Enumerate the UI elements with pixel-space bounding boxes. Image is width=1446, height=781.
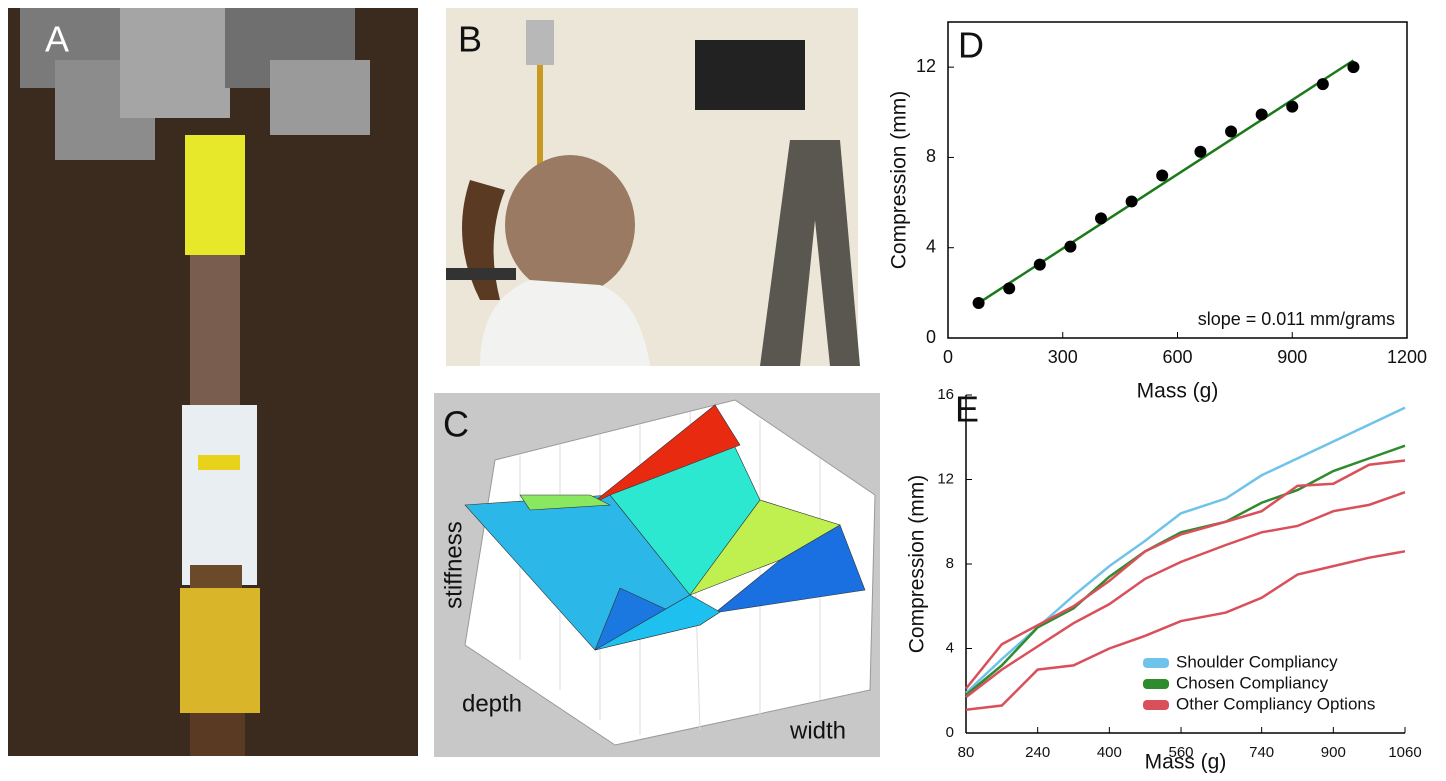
x-tick-label: 80 <box>958 744 975 761</box>
data-point <box>1286 101 1298 113</box>
data-point <box>1256 109 1268 121</box>
x-tick-label: 240 <box>1025 744 1050 761</box>
x-axis-label: Mass (g) <box>1137 380 1219 403</box>
legend-swatch <box>1143 700 1169 710</box>
y-tick-label: 12 <box>916 56 936 76</box>
annotation: slope = 0.011 mm/grams <box>1198 309 1395 329</box>
data-point <box>1225 125 1237 137</box>
y-axis-label: Compression (mm) <box>888 91 911 270</box>
y-tick-label: 4 <box>926 236 936 256</box>
y-axis-label: Compression (mm) <box>906 475 929 654</box>
x-tick-label: 400 <box>1097 744 1122 761</box>
page: A B C stiffness depth width D 0 300 600 900 <box>0 0 1446 781</box>
legend-label: Other Compliancy Options <box>1176 694 1375 713</box>
legend-label: Shoulder Compliancy <box>1176 652 1338 671</box>
data-point <box>1126 195 1138 207</box>
y-tick-label: 8 <box>926 146 936 166</box>
y-tick-label: 12 <box>937 470 954 487</box>
x-tick-label: 600 <box>1162 347 1192 367</box>
panel-label: A <box>45 19 69 60</box>
y-tick-label: 0 <box>926 327 936 347</box>
panel-label: D <box>958 25 984 66</box>
legend-label: Chosen Compliancy <box>1176 673 1329 692</box>
x-tick-label: 900 <box>1321 744 1346 761</box>
panel-label: C <box>443 404 469 445</box>
data-point <box>1003 282 1015 294</box>
y-tick-label: 4 <box>946 639 954 656</box>
data-point <box>1156 169 1168 181</box>
data-point <box>1317 78 1329 90</box>
data-point <box>1194 146 1206 158</box>
x-tick-label: 1060 <box>1388 744 1421 761</box>
z-axis-label: stiffness <box>440 521 467 609</box>
data-point <box>1347 61 1359 73</box>
x-axis-label: Mass (g) <box>1145 751 1227 774</box>
x-tick-label: 1200 <box>1387 347 1427 367</box>
x-tick-label: 0 <box>943 347 953 367</box>
x-tick-label: 900 <box>1277 347 1307 367</box>
y-tick-label: 8 <box>946 555 954 572</box>
panel-label: B <box>458 19 482 60</box>
photo-b <box>446 8 860 366</box>
data-point <box>973 297 985 309</box>
legend-swatch <box>1143 658 1169 668</box>
photo-a <box>8 8 418 756</box>
y-tick-label: 0 <box>946 724 954 741</box>
legend-swatch <box>1143 679 1169 689</box>
data-point <box>1095 212 1107 224</box>
data-point <box>1064 241 1076 253</box>
x-axis-label: width <box>789 717 846 744</box>
y-tick-label: 16 <box>937 386 954 403</box>
x-tick-label: 300 <box>1048 347 1078 367</box>
data-point <box>1034 259 1046 271</box>
y-axis-label: depth <box>462 690 522 717</box>
figure: A B C stiffness depth width D 0 300 600 900 <box>0 0 1446 776</box>
x-tick-label: 740 <box>1249 744 1274 761</box>
